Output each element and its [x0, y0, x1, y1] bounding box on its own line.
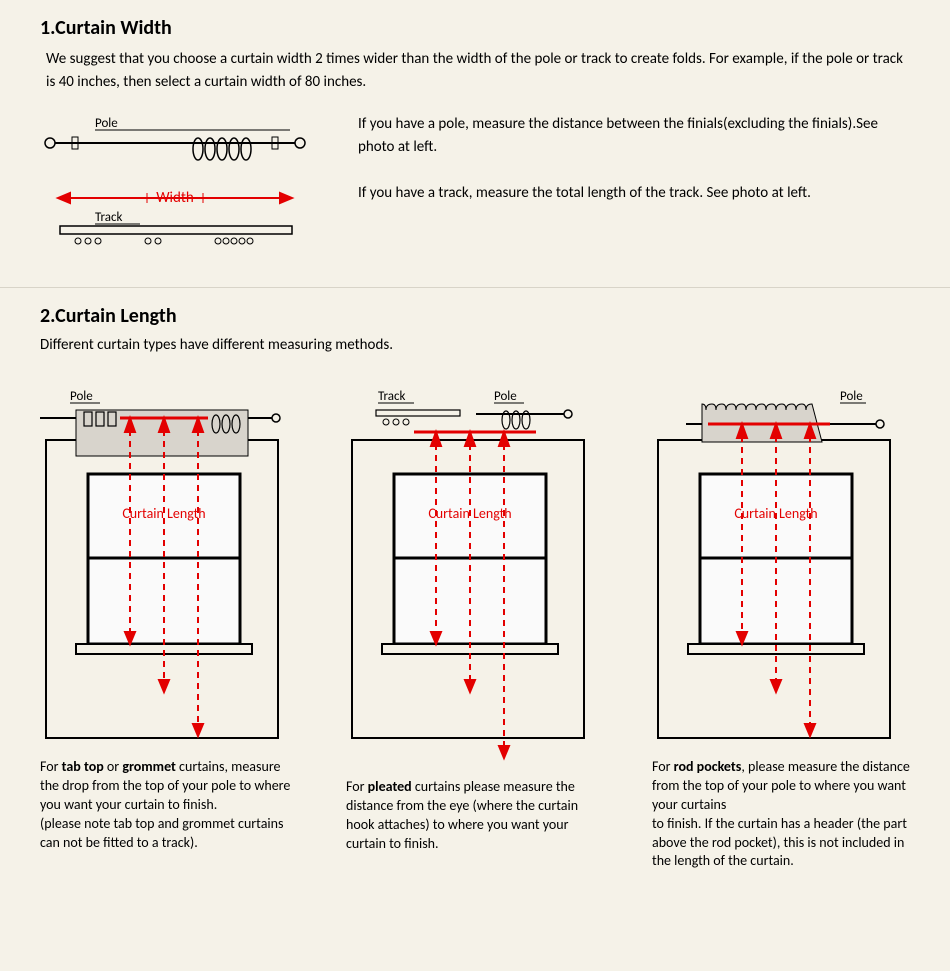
pole-label-text: Pole	[70, 389, 93, 404]
length-col-rodpocket: Pole Curtain Length	[652, 382, 910, 871]
section-curtain-length: 2.Curtain Length Different curtain types…	[0, 288, 950, 895]
width-text-block: If you have a pole, measure the distance…	[358, 113, 910, 229]
track-label-text: Track	[378, 389, 406, 404]
section1-intro: We suggest that you choose a curtain wid…	[40, 48, 910, 93]
width-para1: If you have a pole, measure the distance…	[358, 113, 910, 158]
length-col-pleated: Track Pole Curtain Length	[346, 382, 604, 871]
pole-label-text: Pole	[840, 389, 863, 404]
length-diagrams-row: Pole Curtain Length	[40, 382, 910, 871]
pleated-diagram: Track Pole Curtain Length	[346, 382, 596, 762]
pole-label-text: Pole	[494, 389, 517, 404]
pole-track-diagram: Pole	[40, 113, 310, 263]
section2-title: 2.Curtain Length	[40, 304, 910, 328]
section2-intro: Different curtain types have different m…	[40, 336, 910, 354]
rodpocket-diagram: Pole Curtain Length	[652, 382, 902, 742]
rodpocket-caption: For rod pockets, please measure the dist…	[652, 758, 910, 871]
tabtop-diagram: Pole Curtain Length	[40, 382, 290, 742]
pleated-caption: For pleated curtains please measure the …	[346, 778, 604, 854]
pole-label-text: Pole	[95, 116, 118, 131]
section-curtain-width: 1.Curtain Width We suggest that you choo…	[0, 0, 950, 288]
pole-track-svg: Pole	[40, 113, 310, 263]
length-col-tabtop: Pole Curtain Length	[40, 382, 298, 871]
section1-title: 1.Curtain Width	[40, 16, 910, 40]
tabtop-caption: For tab top or grommet curtains, measure…	[40, 758, 298, 852]
width-para2: If you have a track, measure the total l…	[358, 182, 910, 205]
width-label-text: Width	[156, 189, 194, 207]
width-content-row: Pole	[40, 113, 910, 263]
track-label-text: Track	[95, 210, 123, 225]
